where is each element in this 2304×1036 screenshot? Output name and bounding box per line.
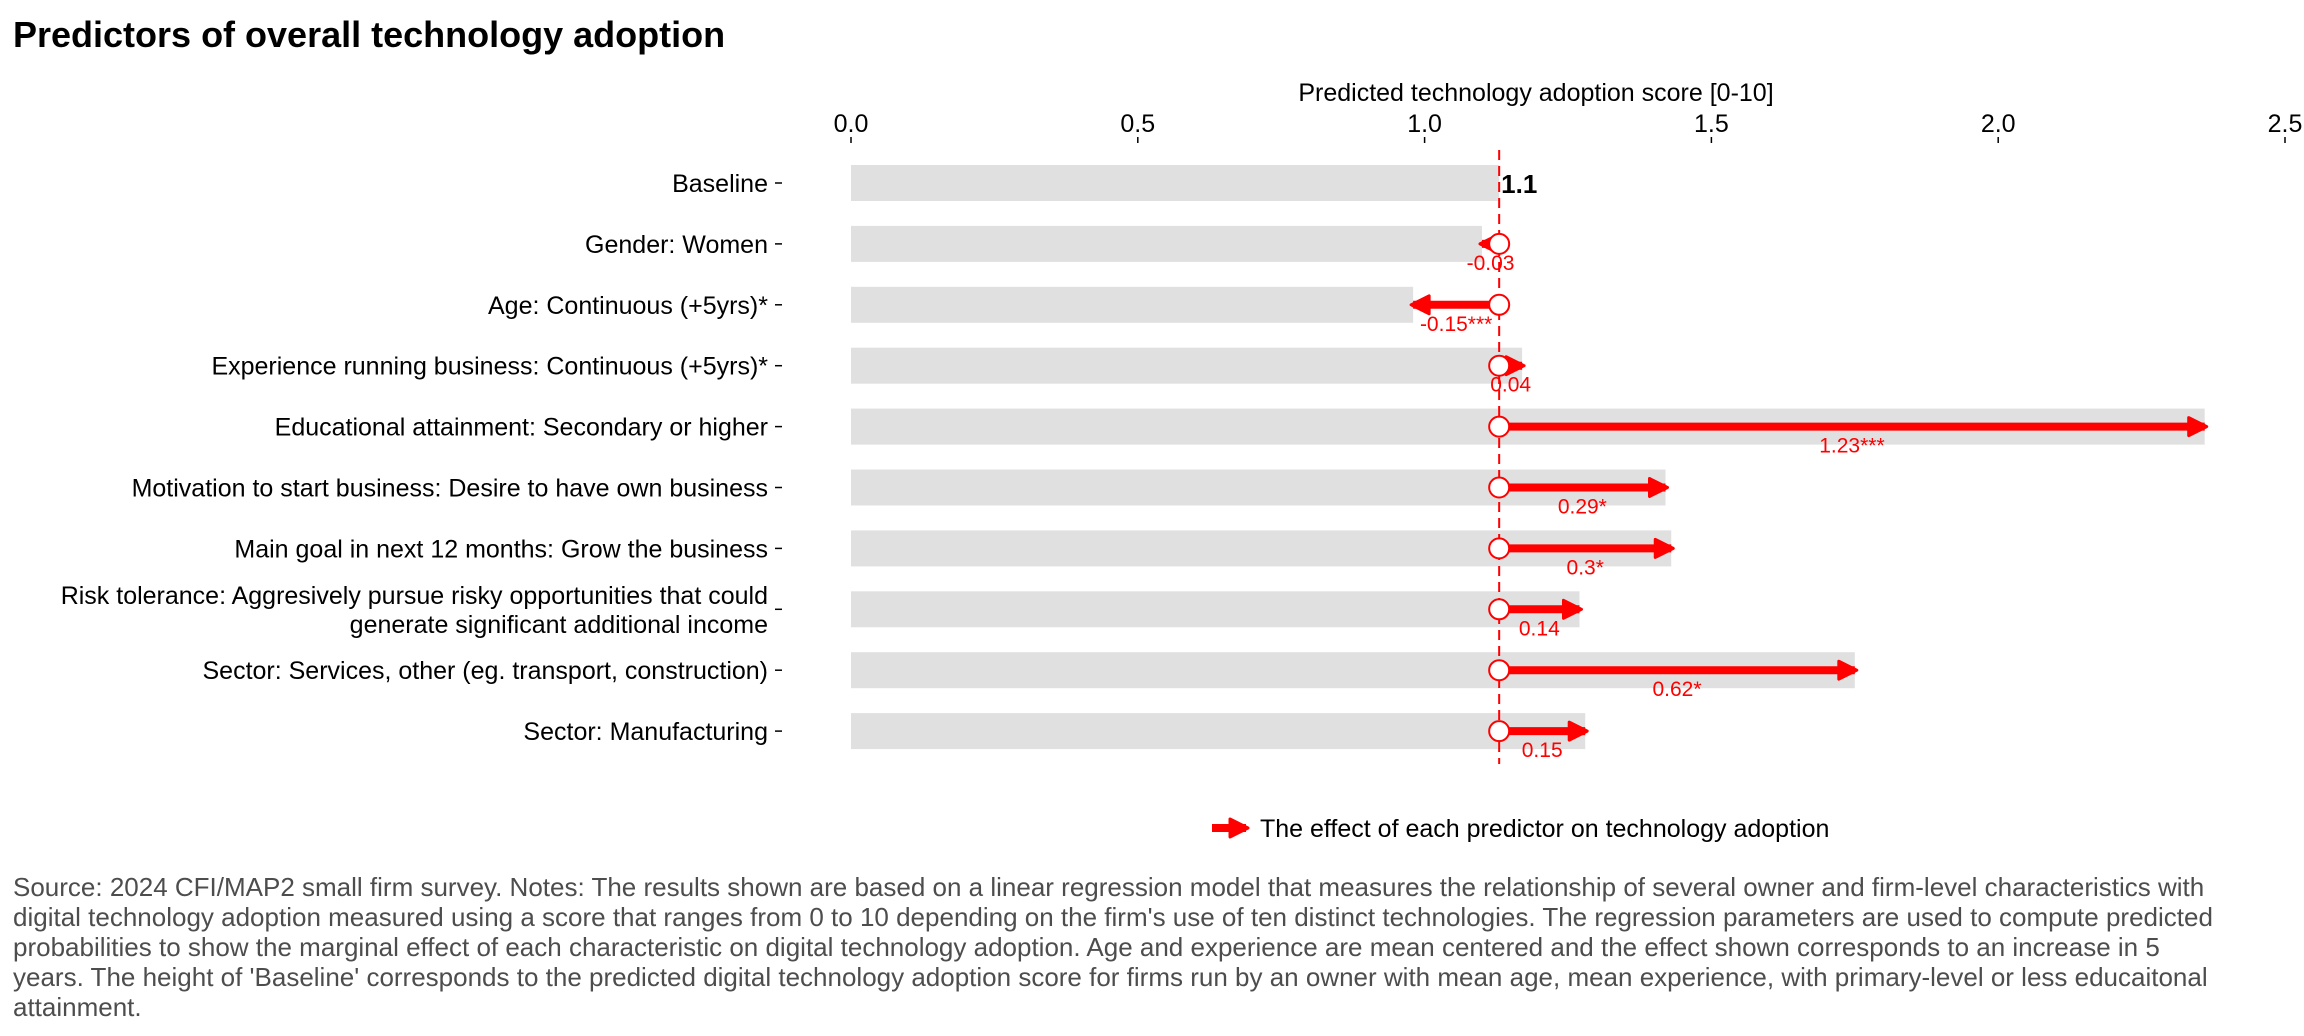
x-axis-title: Predicted technology adoption score [0-1… bbox=[1298, 79, 1773, 107]
category-label-line: Motivation to start business: Desire to … bbox=[132, 475, 768, 503]
effect-start-point bbox=[1488, 354, 1511, 377]
category-label-line: generate significant additional income bbox=[350, 611, 768, 639]
effect-start-point bbox=[1488, 537, 1511, 560]
x-axis-ticks: 0.0 0.5 1.0 1.5 2.0 2.5 bbox=[834, 110, 2303, 143]
category-label-line: Educational attainment: Secondary or hig… bbox=[275, 414, 768, 442]
category-label: Gender: Women bbox=[585, 231, 768, 259]
effect-value-label: 0.3* bbox=[1567, 556, 1604, 579]
category-label-line: Experience running business: Continuous … bbox=[211, 353, 768, 381]
bar bbox=[851, 225, 1482, 262]
chart-plot: Predicted technology adoption score [0-1… bbox=[61, 79, 2303, 843]
category-label-line: Age: Continuous (+5yrs)* bbox=[488, 292, 768, 320]
legend-label: The effect of each predictor on technolo… bbox=[1260, 815, 1829, 843]
bar bbox=[851, 713, 1586, 750]
bar bbox=[851, 165, 1500, 201]
effect-arrows: 1.1 -0.03 -0.15*** 0.04 1.23*** 0.29* 0.3* 0.14… bbox=[1409, 169, 2209, 762]
category-label: Risk tolerance: Aggresively pursue risky… bbox=[61, 582, 768, 639]
x-tick-label: 2.0 bbox=[1981, 110, 2016, 138]
bar bbox=[851, 591, 1580, 628]
effect-start-point bbox=[1488, 476, 1511, 499]
category-label-line: Main goal in next 12 months: Grow the bu… bbox=[234, 535, 768, 563]
effect-value-label: 0.04 bbox=[1490, 374, 1531, 397]
effect-start-point bbox=[1488, 659, 1511, 682]
effect-value-label: 0.14 bbox=[1519, 617, 1560, 640]
category-label: Main goal in next 12 months: Grow the bu… bbox=[234, 535, 768, 563]
category-label: Motivation to start business: Desire to … bbox=[132, 475, 768, 503]
chart-title: Predictors of overall technology adoptio… bbox=[13, 14, 726, 55]
source-note: Source: 2024 CFI/MAP2 small firm survey.… bbox=[13, 872, 2213, 1022]
bar bbox=[851, 347, 1523, 384]
category-label: Age: Continuous (+5yrs)* bbox=[488, 292, 768, 320]
category-label: Educational attainment: Secondary or hig… bbox=[275, 414, 768, 442]
x-tick-label: 0.0 bbox=[834, 110, 869, 138]
category-label-line: Risk tolerance: Aggresively pursue risky… bbox=[61, 582, 768, 610]
category-label: Sector: Services, other (eg. transport, … bbox=[202, 657, 768, 685]
effect-start-point bbox=[1488, 232, 1511, 255]
category-label: Baseline bbox=[672, 170, 768, 198]
bar bbox=[851, 286, 1414, 323]
x-tick-label: 2.5 bbox=[2268, 110, 2303, 138]
category-label: Experience running business: Continuous … bbox=[211, 353, 768, 381]
baseline-value-label: 1.1 bbox=[1501, 169, 1537, 199]
effect-value-label: -0.15*** bbox=[1420, 313, 1492, 336]
effect-start-point bbox=[1488, 293, 1511, 316]
effect-start-point bbox=[1488, 720, 1511, 743]
category-label: Sector: Manufacturing bbox=[523, 718, 768, 746]
legend: The effect of each predictor on technolo… bbox=[1212, 815, 1829, 843]
effect-value-label: 0.29* bbox=[1558, 496, 1607, 519]
category-label-line: Baseline bbox=[672, 170, 768, 198]
x-tick-label: 0.5 bbox=[1120, 110, 1155, 138]
x-tick-label: 1.5 bbox=[1694, 110, 1729, 138]
effect-value-label: 0.15 bbox=[1522, 739, 1563, 762]
category-label-line: Sector: Services, other (eg. transport, … bbox=[202, 657, 768, 685]
category-label-line: Gender: Women bbox=[585, 231, 768, 259]
effect-value-label: 1.23*** bbox=[1819, 435, 1884, 458]
effect-value-label: -0.03 bbox=[1467, 252, 1515, 275]
x-tick-label: 1.0 bbox=[1407, 110, 1442, 138]
effect-start-point bbox=[1488, 415, 1511, 438]
bars: Baseline Gender: Women Age: Continuous (+5… bbox=[61, 165, 2205, 750]
effect-start-point bbox=[1488, 598, 1511, 621]
effect-value-label: 0.62* bbox=[1652, 678, 1701, 701]
category-label-line: Sector: Manufacturing bbox=[523, 718, 768, 746]
